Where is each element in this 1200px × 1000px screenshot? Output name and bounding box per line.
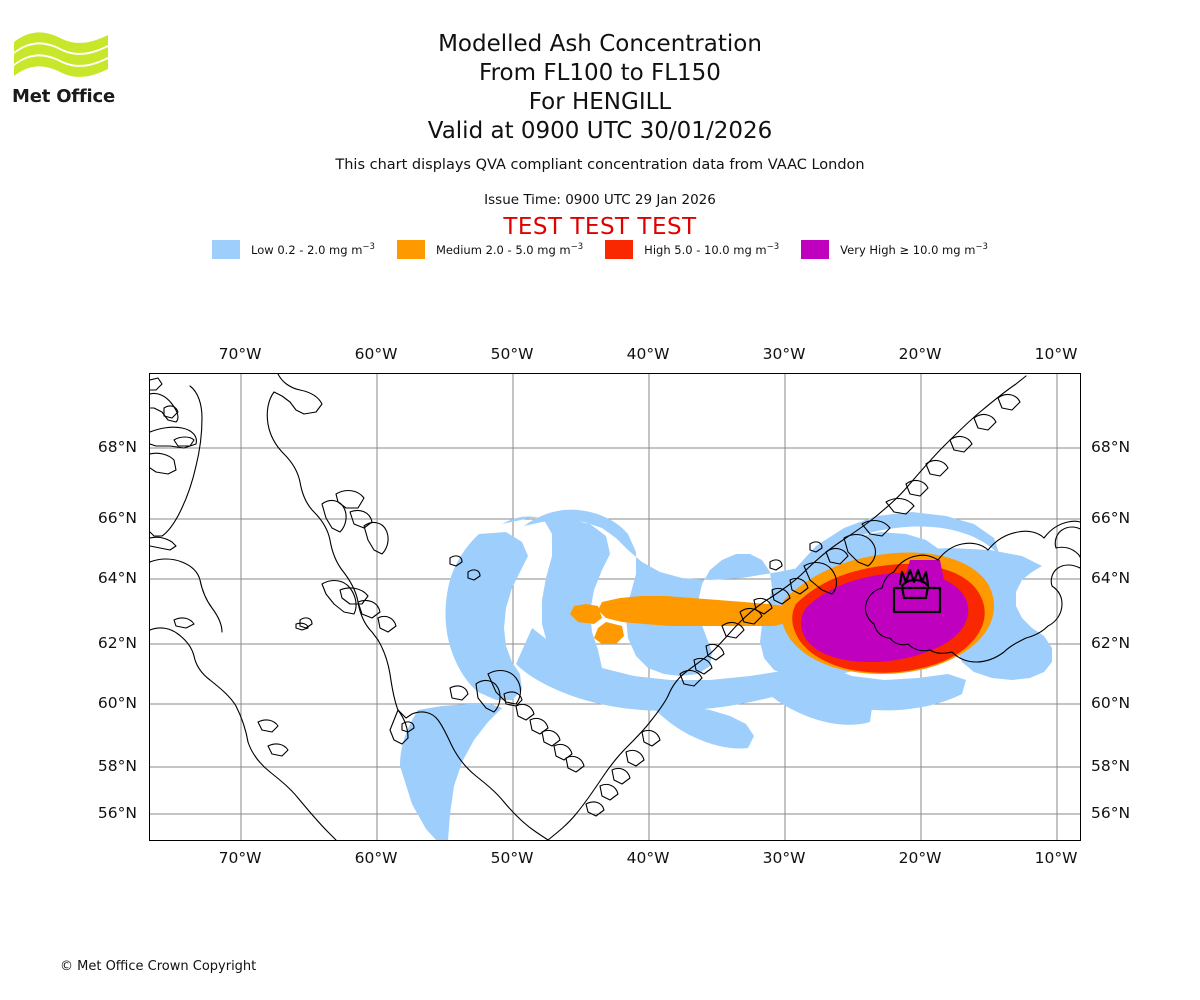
title-flight-levels: From FL100 to FL150 bbox=[479, 60, 721, 86]
copyright-footer: © Met Office Crown Copyright bbox=[60, 959, 257, 974]
coastlines bbox=[150, 374, 1080, 840]
chart-title-block: Modelled Ash Concentration From FL100 to… bbox=[0, 30, 1200, 146]
map-plot bbox=[150, 374, 1080, 840]
map-frame bbox=[149, 373, 1081, 841]
lon-label-bottom-60w: 60°W bbox=[354, 849, 398, 867]
lat-label-right-58n: 58°N bbox=[1091, 757, 1131, 775]
ash-plume-contours bbox=[400, 509, 1052, 840]
legend-label-medium: Medium 2.0 - 5.0 mg m−3 bbox=[435, 242, 584, 257]
lat-label-right-68n: 68°N bbox=[1091, 438, 1131, 456]
legend-swatch-very-high bbox=[801, 240, 830, 259]
lon-label-bottom-70w: 70°W bbox=[218, 849, 262, 867]
lat-label-right-56n: 56°N bbox=[1091, 804, 1131, 822]
lon-label-bottom-40w: 40°W bbox=[626, 849, 670, 867]
lat-label-left-68n: 68°N bbox=[97, 438, 137, 456]
title-volcano: For HENGILL bbox=[528, 89, 672, 115]
lat-label-left-60n: 60°N bbox=[97, 694, 137, 712]
legend-label-very-high: Very High ≥ 10.0 mg m−3 bbox=[840, 242, 988, 257]
lon-label-bottom-20w: 20°W bbox=[898, 849, 942, 867]
concentration-legend: Low 0.2 - 2.0 mg m−3 Medium 2.0 - 5.0 mg… bbox=[0, 240, 1200, 259]
met-office-logo: Met Office bbox=[12, 28, 120, 110]
legend-swatch-high bbox=[605, 240, 634, 259]
legend-label-low: Low 0.2 - 2.0 mg m−3 bbox=[251, 242, 375, 257]
lon-label-top-50w: 50°W bbox=[490, 345, 534, 363]
legend-item-low: Low 0.2 - 2.0 mg m−3 bbox=[212, 240, 375, 259]
lon-label-top-30w: 30°W bbox=[762, 345, 806, 363]
test-banner: TEST TEST TEST bbox=[503, 214, 697, 240]
lon-label-bottom-30w: 30°W bbox=[762, 849, 806, 867]
map-container: 70°W 60°W 50°W 40°W 30°W 20°W 10°W 70°W … bbox=[98, 345, 1130, 867]
lon-label-top-40w: 40°W bbox=[626, 345, 670, 363]
legend-label-high: High 5.0 - 10.0 mg m−3 bbox=[644, 242, 780, 257]
lon-label-bottom-50w: 50°W bbox=[490, 849, 534, 867]
lat-label-left-66n: 66°N bbox=[97, 509, 137, 527]
legend-item-high: High 5.0 - 10.0 mg m−3 bbox=[605, 240, 779, 259]
lat-label-right-64n: 64°N bbox=[1091, 569, 1131, 587]
lat-label-right-62n: 62°N bbox=[1091, 634, 1131, 652]
met-office-wordmark: Met Office bbox=[12, 86, 116, 107]
issue-time: Issue Time: 0900 UTC 29 Jan 2026 bbox=[484, 192, 716, 208]
lon-label-top-20w: 20°W bbox=[898, 345, 942, 363]
lat-label-left-56n: 56°N bbox=[97, 804, 137, 822]
legend-item-very-high: Very High ≥ 10.0 mg m−3 bbox=[801, 240, 988, 259]
legend-swatch-low bbox=[212, 240, 241, 259]
lon-label-top-70w: 70°W bbox=[218, 345, 262, 363]
lat-label-right-66n: 66°N bbox=[1091, 509, 1131, 527]
lon-label-top-60w: 60°W bbox=[354, 345, 398, 363]
legend-item-medium: Medium 2.0 - 5.0 mg m−3 bbox=[396, 240, 584, 259]
met-office-waves-icon bbox=[14, 32, 108, 77]
lon-label-top-10w: 10°W bbox=[1034, 345, 1078, 363]
lat-label-left-58n: 58°N bbox=[97, 757, 137, 775]
chart-subtitle: This chart displays QVA compliant concen… bbox=[335, 157, 865, 173]
title-valid-time: Valid at 0900 UTC 30/01/2026 bbox=[427, 118, 773, 144]
lat-label-left-62n: 62°N bbox=[97, 634, 137, 652]
lat-label-right-60n: 60°N bbox=[1091, 694, 1131, 712]
lat-label-left-64n: 64°N bbox=[97, 569, 137, 587]
plume-low-contour bbox=[400, 509, 1052, 840]
legend-swatch-medium bbox=[396, 240, 425, 259]
page-title: Modelled Ash Concentration bbox=[438, 31, 762, 57]
lon-label-bottom-10w: 10°W bbox=[1034, 849, 1078, 867]
